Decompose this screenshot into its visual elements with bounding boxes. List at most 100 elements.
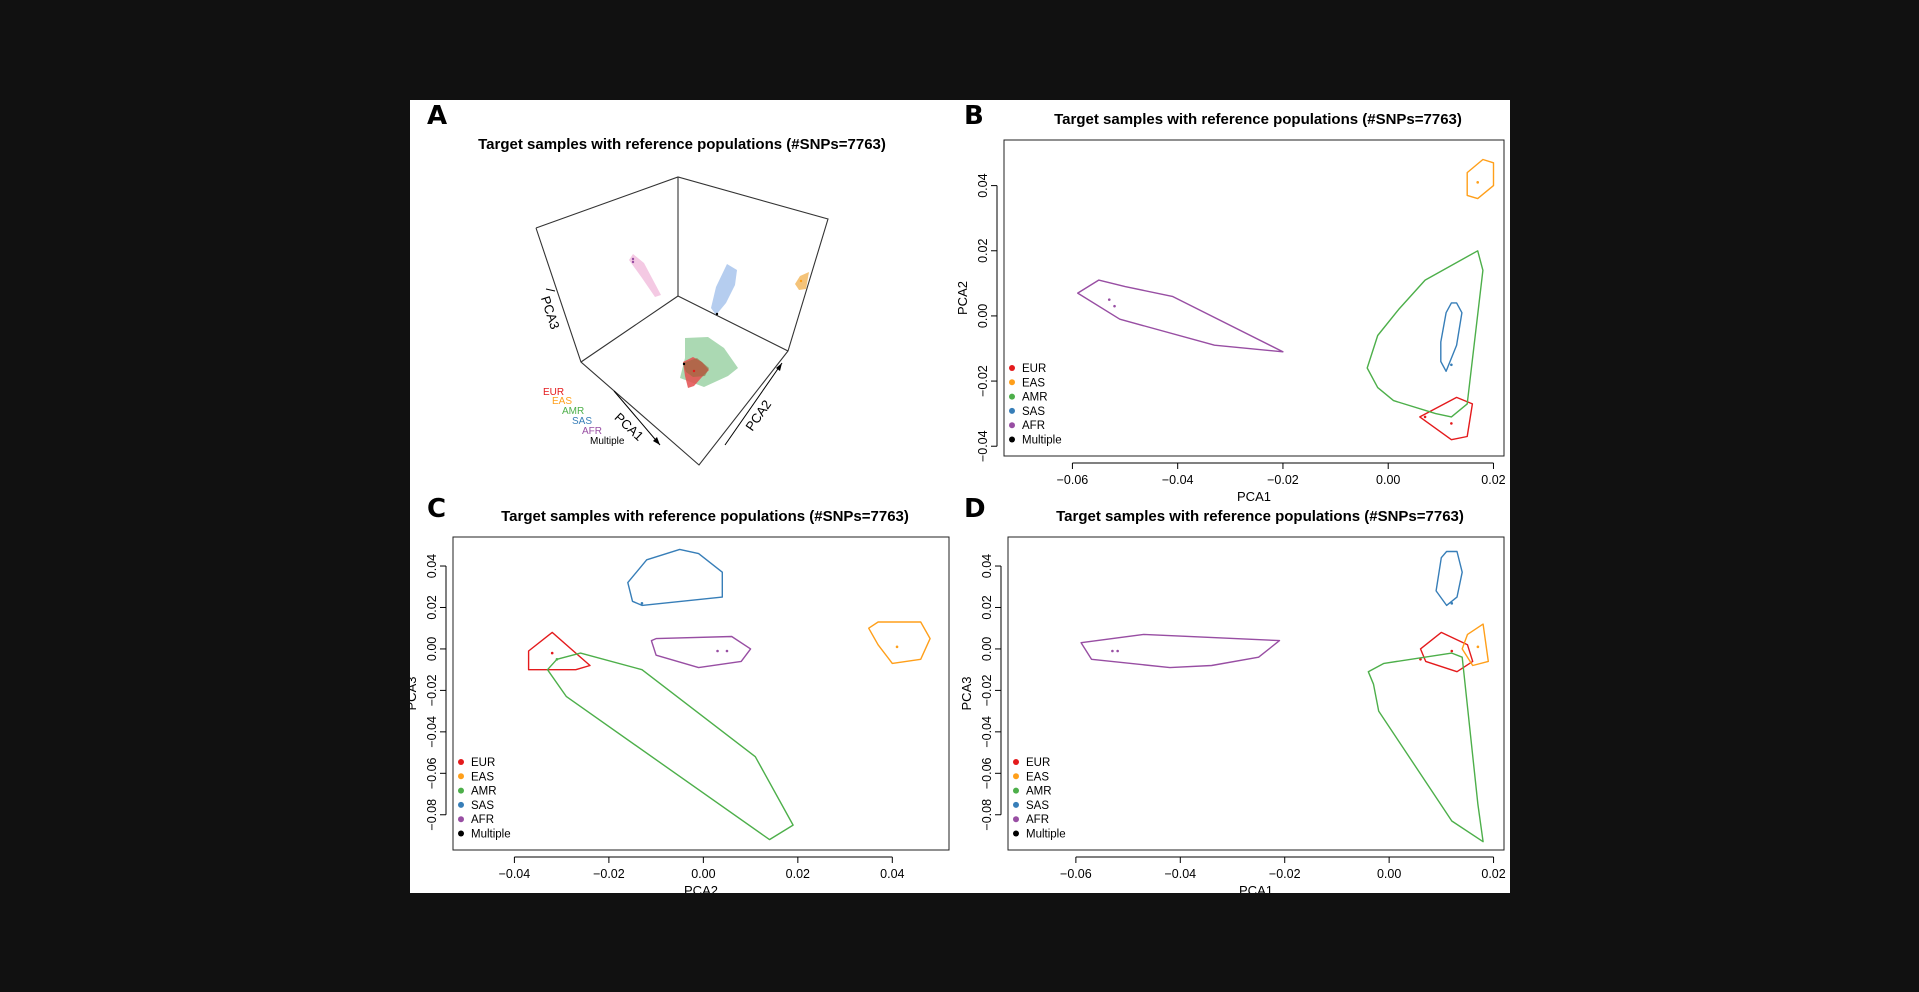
panel-d-legend-label-multiple: Multiple: [1026, 829, 1066, 841]
panel-d-legend-swatch-amr: [1013, 787, 1019, 794]
panel-b-point-sas: [1450, 363, 1453, 367]
panel-d-legend-swatch-afr: [1013, 816, 1019, 823]
panel-d-legend-label-eur: EUR: [1026, 757, 1050, 769]
panel-d-point-afr: [1111, 649, 1114, 653]
panel-c-y-tick-label: −0.08: [425, 799, 439, 831]
panel-a-legend-afr: AFR: [582, 426, 602, 437]
panel-d-hull-eas: [1461, 623, 1490, 667]
panel-d-x-axis-label: PCA1: [1239, 883, 1273, 893]
panel-b-legend-swatch-multiple: [1009, 436, 1015, 443]
panel-d-point-eur: [1450, 649, 1454, 653]
panel-a-legend: EUR EAS AMR SAS AFR Multiple: [543, 387, 625, 447]
panel-b-y-tick-label: 0.02: [976, 239, 990, 263]
panel-c-point-afr: [725, 649, 729, 653]
panel-c-x-tick-label: 0.04: [880, 867, 904, 881]
panel-a-hull-sas: [711, 264, 737, 315]
panel-letter-a: A: [427, 101, 447, 131]
panel-d-x-tick-label: 0.00: [1377, 867, 1401, 881]
panel-c-legend-swatch-eur: [458, 759, 464, 765]
panel-c-legend-swatch-multiple: [458, 830, 464, 837]
panel-d-plot-frame: [1007, 536, 1505, 851]
panel-a-hull-overlap: [683, 358, 709, 377]
panel-d-point-sas: [1450, 602, 1454, 605]
panel-d-y-axis-label: PCA3: [959, 677, 974, 711]
panel-b-hull-eas: [1466, 158, 1495, 200]
panel-c-x-axis-label: PCA2: [684, 883, 718, 893]
panel-a-zlabel: PCA3: [538, 294, 563, 331]
panel-a-legend-amr: AMR: [562, 406, 584, 417]
panel-d-x-tick-label: −0.04: [1164, 867, 1196, 881]
panel-d-hull-amr: [1367, 652, 1484, 843]
panel-b-y-axis-label: PCA2: [955, 281, 970, 315]
panel-d-y-tick-label: 0.00: [980, 637, 994, 661]
panel-b-x-tick-label: 0.02: [1481, 473, 1505, 487]
panel-d-y-tick-label: 0.04: [980, 554, 994, 578]
panel-b-hull-eur: [1419, 396, 1474, 441]
panel-d-y-tick-label: −0.04: [980, 716, 994, 748]
panel-d-x-tick-label: −0.02: [1269, 867, 1301, 881]
panel-c-title: Target samples with reference population…: [501, 508, 909, 525]
panel-b-legend-label-multiple: Multiple: [1022, 435, 1062, 447]
panel-b-y-tick-label: 0.04: [976, 173, 990, 197]
panel-c-point-afr: [716, 649, 719, 653]
panel-d-y-tick-label: −0.02: [980, 675, 994, 707]
panel-c-hull-eas: [868, 621, 931, 665]
panel-d-legend-label-afr: AFR: [1026, 814, 1049, 826]
panel-b-legend-label-amr: AMR: [1022, 392, 1048, 404]
panel-d-legend-swatch-multiple: [1013, 830, 1019, 837]
panel-b-hull-sas: [1440, 302, 1463, 372]
panel-c-y-tick-label: −0.02: [425, 675, 439, 707]
figure-svg: A B C D Target samples with reference po…: [410, 101, 1506, 893]
panel-d-x-tick-label: −0.06: [1060, 867, 1092, 881]
panel-d-y-tick-label: −0.08: [980, 799, 994, 831]
panel-d-hull-sas: [1435, 550, 1463, 607]
panel-b-x-tick-label: −0.04: [1162, 473, 1194, 487]
panel-c-hull-afr: [650, 635, 752, 669]
panel-a-pca3-tick: [545, 288, 556, 292]
panel-d-hull-eur: [1419, 631, 1474, 673]
panel-b-x-tick-label: −0.02: [1267, 473, 1299, 487]
panel-b-plot-frame: [1003, 139, 1505, 457]
panel-b-legend-label-eur: EUR: [1022, 363, 1046, 375]
panel-c-hull-sas: [627, 548, 723, 607]
panel-c-x-tick-label: 0.02: [786, 867, 810, 881]
panel-b-hull-amr: [1366, 250, 1484, 418]
panel-a-legend-multiple: Multiple: [590, 436, 625, 447]
panel-d-x-tick-label: 0.02: [1481, 867, 1505, 881]
panel-c-legend-swatch-sas: [458, 801, 464, 808]
panel-c-plot-frame: [452, 536, 950, 851]
panel-d-legend-label-amr: AMR: [1026, 786, 1052, 798]
panel-d-y-tick-label: 0.02: [980, 595, 994, 619]
panel-a-box-edge-right: [677, 295, 789, 352]
panel-c-y-tick-label: 0.00: [425, 637, 439, 661]
panel-b-y-tick-label: −0.02: [976, 365, 990, 397]
panel-c-legend-label-multiple: Multiple: [471, 829, 511, 841]
panel-c-legend-label-afr: AFR: [471, 814, 494, 826]
panel-b-point-eas: [1476, 181, 1479, 184]
panel-a-legend-eur: EUR: [543, 387, 564, 398]
panel-b-scatter: Target samples with reference population…: [955, 111, 1506, 504]
panel-c-hull-amr: [546, 652, 794, 841]
panel-c-legend-swatch-amr: [458, 787, 464, 794]
panel-a-point-eur: [692, 369, 696, 373]
panel-b-legend-swatch-afr: [1009, 422, 1015, 429]
panel-a-point-multiple: [682, 362, 686, 366]
panel-letter-c: C: [427, 494, 446, 524]
panel-d-legend-label-eas: EAS: [1026, 771, 1049, 783]
panel-d-point-eas: [1476, 645, 1480, 649]
panel-d-legend-swatch-sas: [1013, 801, 1019, 808]
panel-c-y-tick-label: −0.04: [425, 716, 439, 748]
panel-d-legend-label-sas: SAS: [1026, 800, 1049, 812]
panel-a-legend-eas: EAS: [552, 396, 572, 407]
panel-b-legend-swatch-eas: [1009, 379, 1015, 386]
panel-c-scatter: Target samples with reference population…: [410, 508, 950, 893]
panel-c-point-amr: [555, 657, 559, 661]
panel-c-x-tick-label: −0.04: [499, 867, 531, 881]
panel-c-legend-swatch-afr: [458, 816, 464, 823]
panel-b-x-tick-label: 0.00: [1376, 473, 1400, 487]
panel-a-point-afr: [631, 257, 635, 261]
panel-b-legend-swatch-amr: [1009, 393, 1015, 400]
panel-c-y-tick-label: 0.02: [425, 595, 439, 619]
panel-a-point-eas: [799, 279, 803, 283]
panel-a-pca2-arrowhead: [776, 363, 782, 371]
